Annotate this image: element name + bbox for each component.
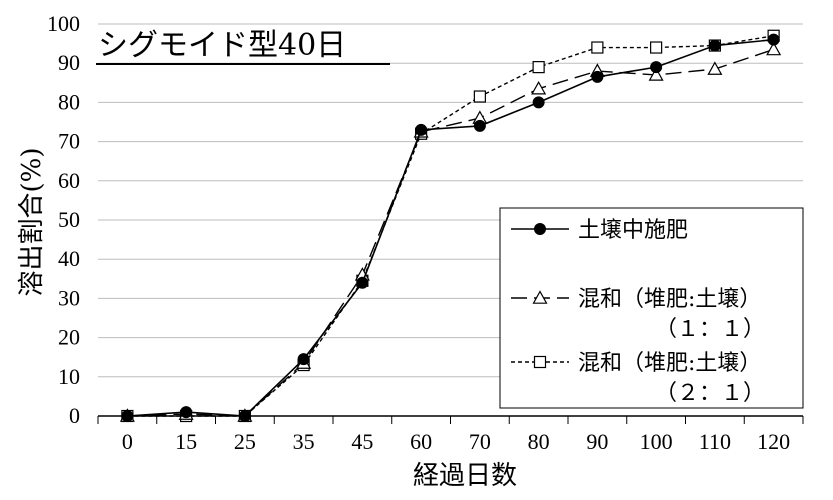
legend-label: 土壌中施肥 bbox=[578, 218, 688, 243]
x-tick-label: 90 bbox=[586, 429, 608, 454]
data-point bbox=[534, 223, 546, 235]
data-point bbox=[648, 67, 664, 81]
data-point bbox=[238, 410, 251, 422]
x-tick-label: 35 bbox=[293, 429, 315, 454]
data-point bbox=[415, 123, 428, 136]
gridlines bbox=[98, 23, 803, 378]
x-tick-label: 25 bbox=[234, 429, 256, 454]
y-tick-label: 0 bbox=[69, 403, 80, 428]
data-point bbox=[121, 410, 134, 422]
series-1 bbox=[121, 33, 780, 422]
series-line bbox=[127, 38, 774, 417]
x-tick-label: 60 bbox=[410, 429, 432, 454]
data-point bbox=[297, 353, 310, 366]
legend-label: 混和（堆肥:土壌） bbox=[578, 351, 761, 376]
data-point bbox=[532, 61, 545, 74]
x-tick-labels: 0 15 25 35 45 60 70 80 90 100 110 120 bbox=[122, 429, 790, 454]
data-point bbox=[533, 355, 547, 369]
y-tick-label: 20 bbox=[58, 325, 80, 350]
data-point bbox=[767, 33, 780, 46]
legend-item-1: 土壌中施肥 bbox=[511, 218, 688, 243]
y-tick-label: 50 bbox=[58, 207, 80, 232]
x-tick-label: 80 bbox=[528, 429, 550, 454]
legend-item-2: 混和（堆肥:土壌） （１：１） bbox=[511, 287, 765, 342]
y-tick-label: 30 bbox=[58, 285, 80, 310]
x-tick-label: 100 bbox=[640, 429, 673, 454]
y-tick-label: 70 bbox=[58, 129, 80, 154]
data-point bbox=[356, 276, 369, 289]
y-axis-title: 溶出割合(%) bbox=[17, 148, 47, 297]
legend-label-sub: （２：１） bbox=[655, 381, 765, 406]
data-point bbox=[531, 80, 547, 95]
x-axis-title: 経過日数 bbox=[413, 461, 517, 491]
data-point bbox=[532, 290, 548, 304]
data-point bbox=[591, 70, 604, 83]
data-point bbox=[708, 39, 721, 52]
x-tick-label: 120 bbox=[757, 429, 790, 454]
y-tick-labels: 0 10 20 30 40 50 60 70 80 90 100 bbox=[47, 11, 80, 428]
legend-item-3: 混和（堆肥:土壌） （２：１） bbox=[511, 351, 765, 406]
data-point bbox=[650, 41, 663, 54]
y-tick-label: 80 bbox=[58, 89, 80, 114]
data-point bbox=[532, 96, 545, 109]
legend-label-sub: （１：１） bbox=[655, 317, 765, 342]
x-tick-label: 0 bbox=[122, 429, 133, 454]
y-tick-label: 60 bbox=[58, 168, 80, 193]
series-group bbox=[119, 29, 782, 423]
chart-title: シグモイド型40日 bbox=[98, 28, 346, 63]
data-point bbox=[591, 41, 604, 54]
x-tick-label: 70 bbox=[469, 429, 491, 454]
y-tick-label: 90 bbox=[58, 50, 80, 75]
legend-box bbox=[499, 207, 804, 409]
data-point bbox=[473, 119, 486, 132]
data-point bbox=[180, 406, 193, 419]
y-tick-label: 40 bbox=[58, 246, 80, 271]
data-point bbox=[650, 61, 663, 74]
x-tick-label: 45 bbox=[351, 429, 373, 454]
data-point bbox=[707, 61, 723, 75]
x-tick-label: 15 bbox=[175, 429, 197, 454]
y-tick-label: 10 bbox=[58, 364, 80, 389]
data-point bbox=[473, 90, 486, 103]
x-tick-label: 110 bbox=[699, 429, 731, 454]
data-point bbox=[766, 41, 782, 56]
y-tick-label: 100 bbox=[47, 11, 80, 36]
x-tick-marks bbox=[97, 416, 804, 424]
legend-label: 混和（堆肥:土壌） bbox=[578, 287, 761, 312]
